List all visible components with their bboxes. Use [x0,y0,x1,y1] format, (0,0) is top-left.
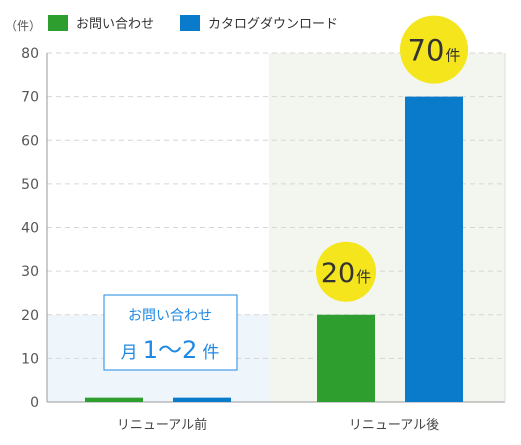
y-tick-label: 60 [21,133,39,149]
bar [317,314,375,402]
badge-circle-inquiry-after [316,241,376,302]
legend-swatch-inquiry [48,15,68,31]
note-box-border [103,294,238,371]
legend-label-catalog: カタログダウンロード [208,17,338,32]
bar [405,96,463,402]
badge-unit: 件 [356,268,371,286]
category-label-before: リニューアル前 [117,417,207,433]
legend-swatch-catalog [180,15,200,31]
badge-value: 20 [321,258,355,289]
legend: お問い合わせ カタログダウンロード [48,15,338,32]
badge-unit: 件 [445,47,460,65]
y-tick-label: 40 [21,221,39,237]
badge-value: 70 [408,34,445,68]
legend-label-inquiry: お問い合わせ [76,17,154,32]
badge-label-catalog-after: 70件 [408,34,461,68]
y-unit-label: （件） [5,19,41,33]
badge-circle-catalog-after [400,15,468,84]
y-tick-label: 30 [21,264,39,280]
after-region-shade [269,53,505,402]
y-tick-labels: 0 10 20 30 40 50 60 70 80 [21,46,39,411]
bars [85,96,463,402]
y-tick-label: 0 [30,395,39,411]
bar [173,397,231,402]
y-tick-label: 70 [21,90,39,106]
note-line2: 月 1〜2 件 [121,336,220,364]
note-box: お問い合わせ 月 1〜2 件 [103,294,238,371]
bar [85,397,143,402]
value-badges: 20件 70件 [316,15,468,302]
badge-label-inquiry-after: 20件 [321,258,371,289]
y-tick-label: 20 [21,308,39,324]
y-tick-label: 10 [21,351,39,367]
y-tick-label: 80 [21,46,39,62]
category-label-after: リニューアル後 [349,418,439,433]
note-line1: お問い合わせ [128,308,212,324]
note-suffix: 件 [202,343,219,363]
note-value: 1〜2 [143,336,198,364]
y-tick-label: 50 [21,177,39,193]
note-prefix: 月 [121,343,138,363]
